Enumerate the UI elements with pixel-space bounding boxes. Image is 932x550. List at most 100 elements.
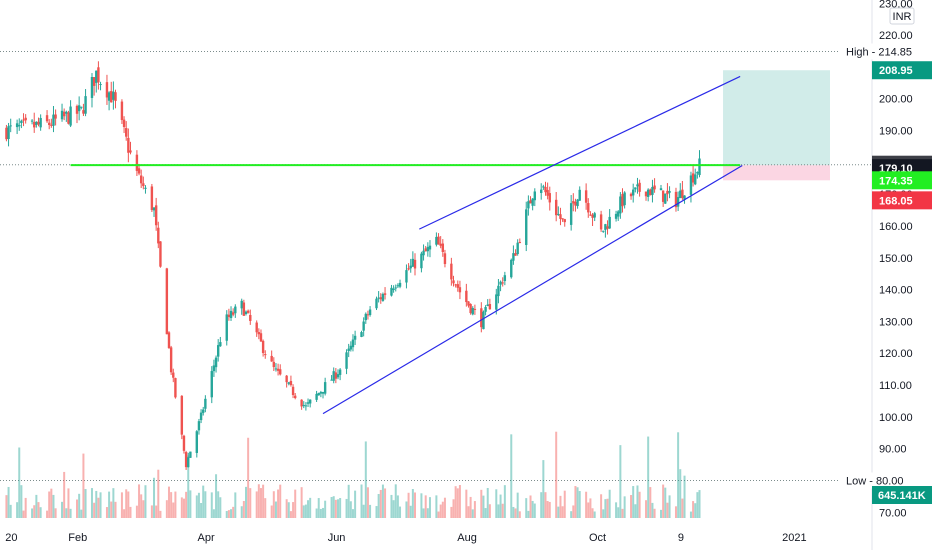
volume-bar	[140, 494, 143, 518]
volume-bar	[172, 502, 175, 518]
candle	[127, 128, 130, 163]
time-tick-label: 9	[678, 532, 684, 544]
volume-bar	[525, 498, 528, 518]
long-position-box[interactable]	[723, 70, 830, 181]
volume-bar	[668, 495, 671, 518]
volume-bar	[651, 502, 654, 518]
volume-bar	[649, 487, 652, 518]
candle	[661, 190, 665, 207]
candle	[473, 304, 477, 315]
volume-bar	[185, 491, 188, 518]
candle	[691, 165, 695, 187]
volume-bar	[634, 504, 637, 518]
volume-bar	[638, 491, 641, 518]
volume-bar	[527, 510, 530, 518]
candle	[614, 210, 618, 222]
candle	[540, 183, 543, 200]
price-axis[interactable]: 70.0080.0090.00100.00110.00120.00130.001…	[871, 0, 932, 550]
candle	[557, 206, 560, 216]
volume-bar	[495, 489, 498, 518]
candle	[306, 398, 310, 407]
candle	[375, 296, 378, 311]
volume-bar	[399, 506, 402, 518]
currency-label: INR	[893, 11, 912, 23]
volume-bar	[377, 494, 380, 518]
volume-bar	[187, 455, 190, 518]
candle	[279, 364, 282, 376]
volume-bar	[264, 498, 267, 518]
candle	[139, 169, 143, 188]
volume-bar	[200, 503, 203, 518]
volume-bar	[604, 499, 607, 518]
volume-bar	[698, 490, 701, 518]
candle	[488, 298, 492, 310]
time-axis[interactable]: 20 Feb Apr Jun Aug Oct 9 2021	[5, 532, 806, 544]
volume-bar	[486, 487, 489, 518]
volume-bar	[242, 500, 245, 518]
candle	[531, 198, 534, 211]
marker-plain-bg	[840, 43, 932, 60]
candle	[195, 430, 199, 458]
volume-bar	[645, 500, 648, 518]
candle	[174, 377, 177, 399]
candle	[469, 303, 472, 315]
candle	[398, 279, 402, 289]
channel-lower-line[interactable]	[322, 164, 743, 415]
currency-badge[interactable]	[889, 7, 915, 25]
volume-bar	[95, 490, 98, 518]
candle	[353, 330, 357, 346]
volume-bar	[99, 492, 102, 518]
volume-bar	[37, 502, 40, 518]
volume-bar	[219, 497, 222, 518]
volume-marker	[872, 486, 932, 504]
candle	[629, 192, 633, 200]
volume-bar	[114, 501, 117, 518]
volume-bar	[65, 508, 68, 518]
price-tick-label: 220.00	[879, 30, 913, 42]
candle	[546, 182, 549, 200]
candle	[276, 363, 280, 376]
candle	[242, 299, 246, 316]
candlestick-series	[5, 61, 701, 470]
volume-bar	[548, 501, 551, 518]
volume-bar	[332, 496, 335, 518]
candle	[428, 240, 432, 258]
volume-bar	[170, 492, 173, 518]
candle	[197, 418, 201, 435]
volume-bar	[623, 496, 626, 518]
channel-upper-line[interactable]	[419, 75, 741, 230]
volume-bar	[7, 486, 10, 518]
price-tick-label: 90.00	[879, 444, 907, 456]
candle	[499, 280, 502, 292]
candle	[225, 310, 228, 346]
candle	[112, 81, 115, 110]
stop-zone[interactable]	[723, 165, 830, 181]
volume-bar	[360, 484, 363, 518]
volume-bar	[617, 507, 620, 518]
candle	[285, 374, 288, 388]
candle	[456, 280, 459, 292]
candle	[651, 179, 654, 203]
volume-bar	[5, 495, 8, 518]
candle	[334, 368, 338, 384]
candle	[383, 287, 387, 300]
candle	[351, 334, 355, 352]
candle	[77, 96, 81, 121]
candle	[199, 409, 203, 424]
candle	[679, 183, 682, 199]
candle	[308, 399, 312, 408]
candle	[152, 206, 156, 217]
volume-bar	[110, 501, 113, 518]
candle	[638, 179, 641, 197]
price-tick-label: 140.00	[879, 285, 913, 297]
price-tick-label: 190.00	[879, 126, 913, 138]
volume-bar	[232, 506, 235, 518]
target-zone[interactable]	[723, 70, 830, 166]
volume-bar	[439, 504, 442, 518]
volume-bar	[546, 500, 549, 518]
trend-channel[interactable]	[322, 75, 743, 415]
volume-bar	[255, 491, 258, 518]
volume-bar	[153, 477, 156, 518]
candle	[349, 341, 353, 352]
